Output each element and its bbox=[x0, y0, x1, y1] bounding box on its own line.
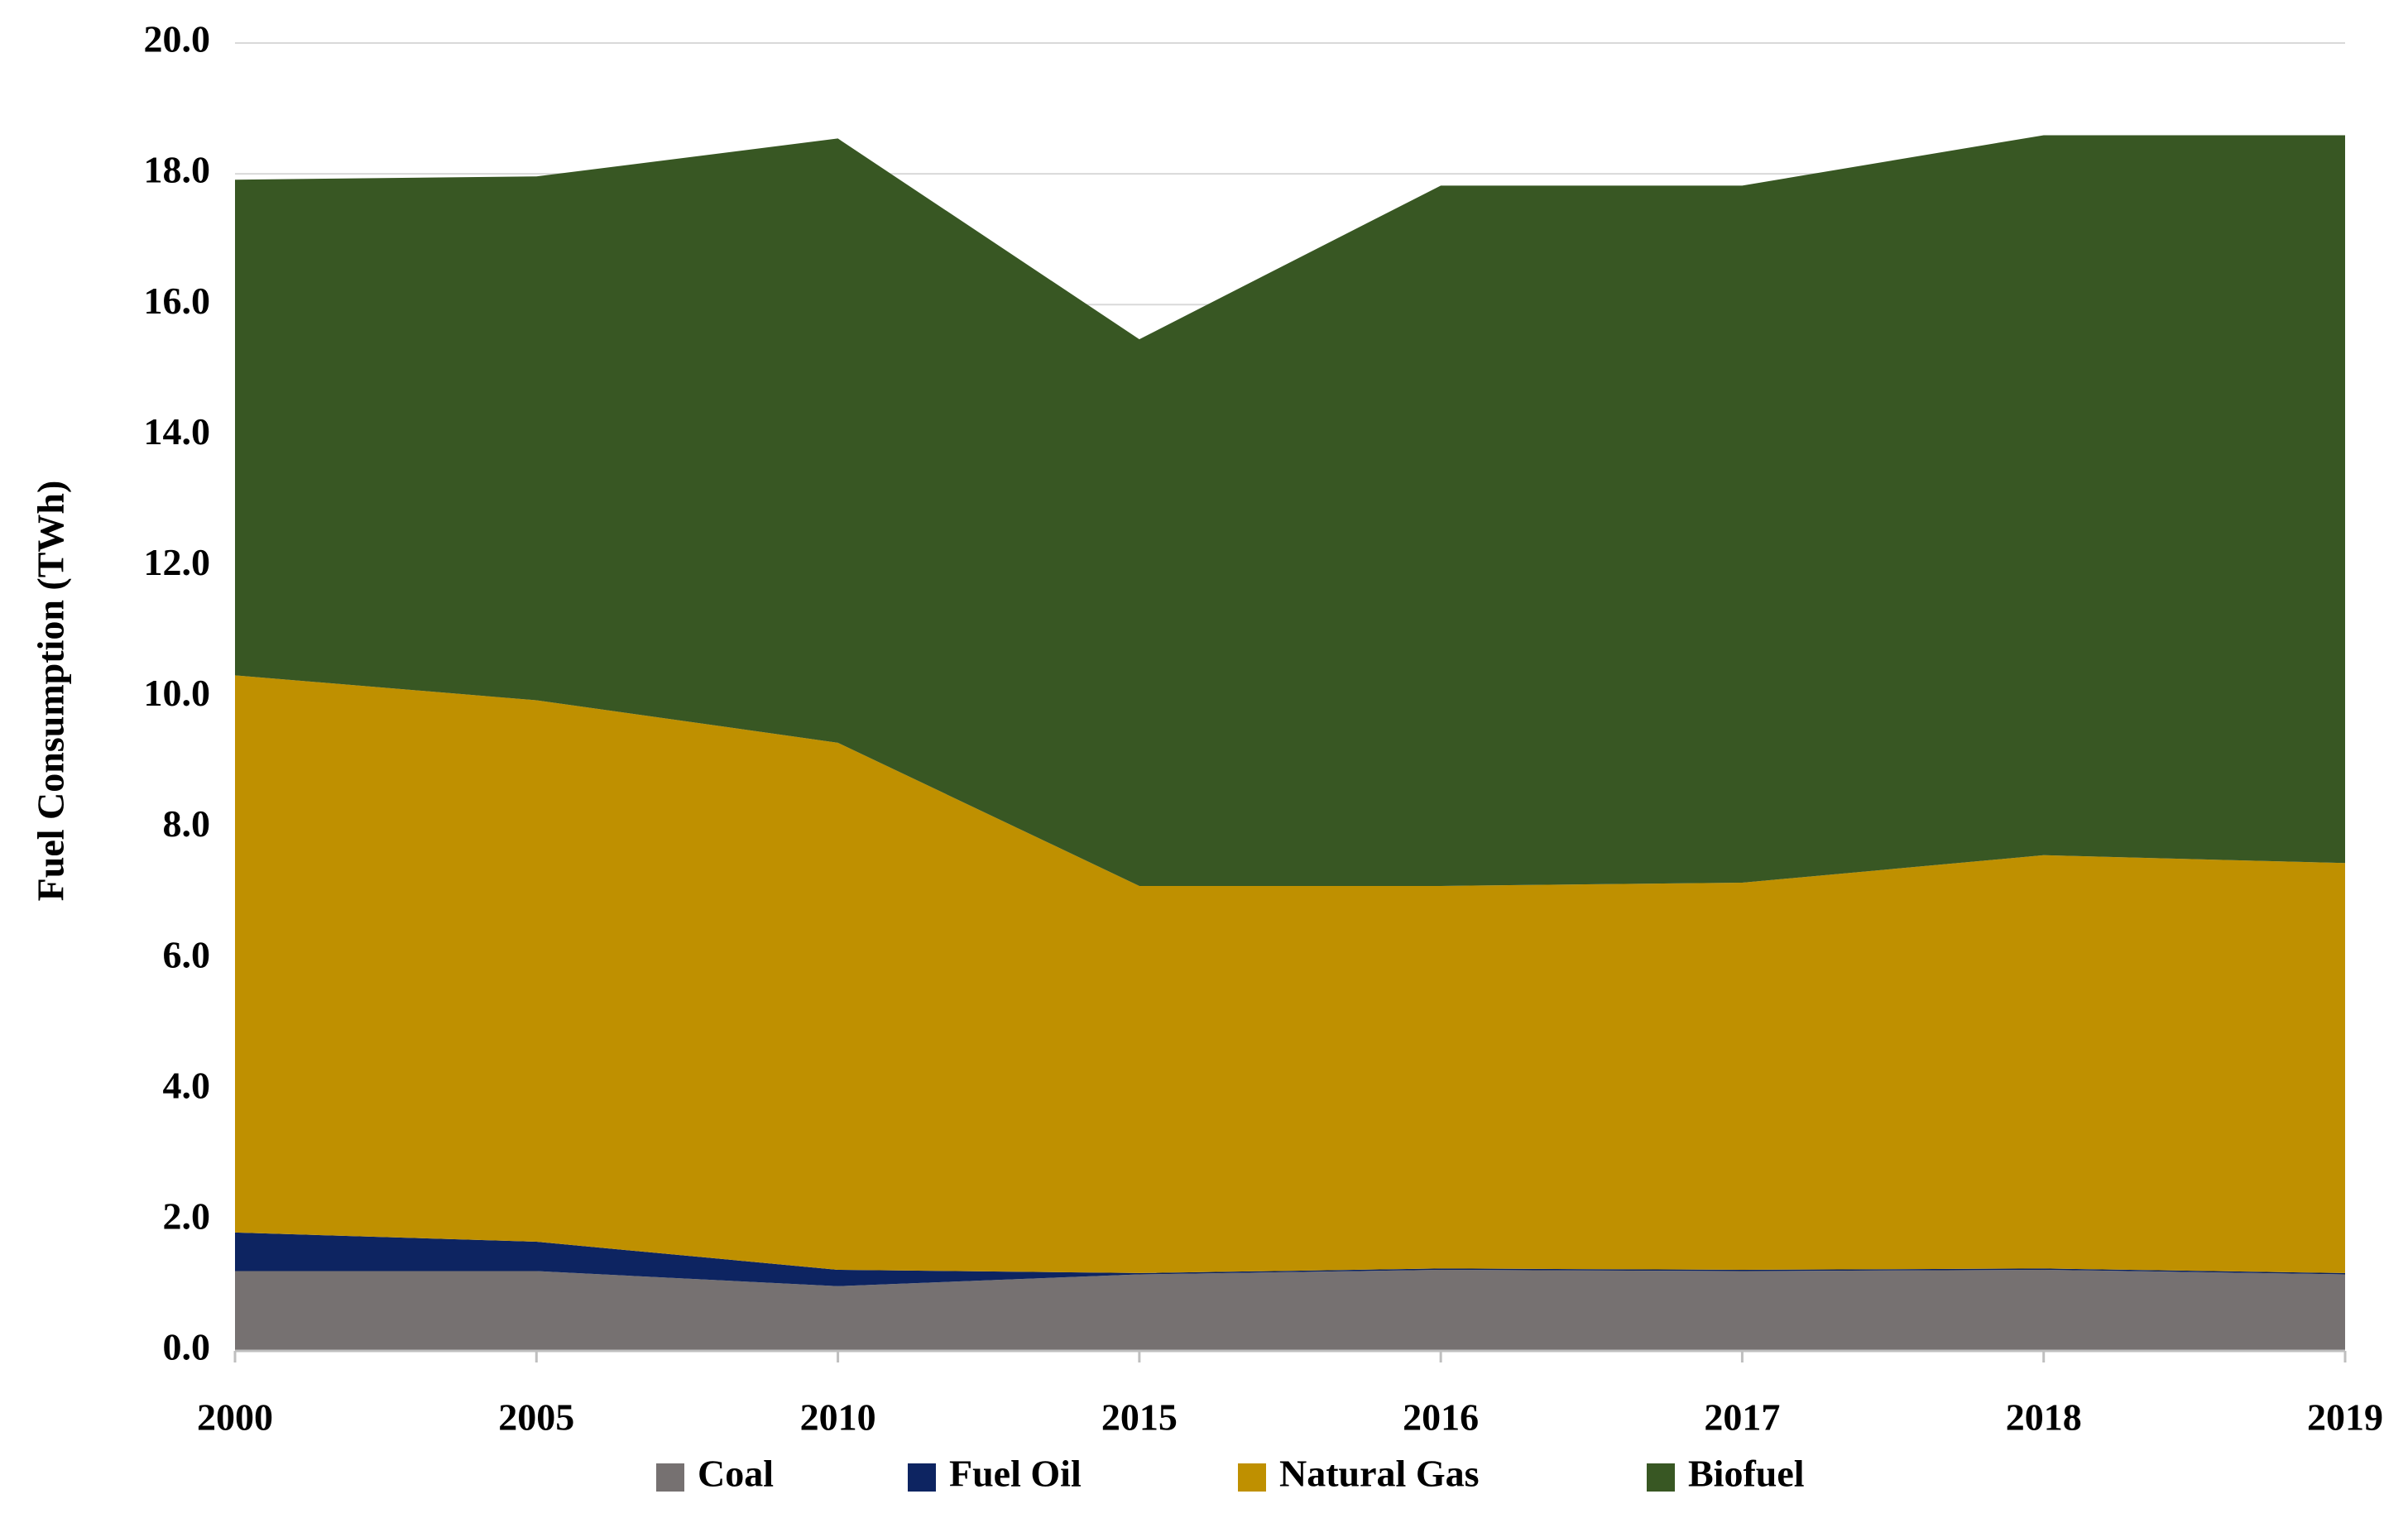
x-tick-label: 2005 bbox=[498, 1396, 574, 1439]
y-tick-label: 4.0 bbox=[163, 1064, 211, 1106]
area bbox=[235, 675, 2345, 1273]
x-tick-label: 2017 bbox=[1704, 1396, 1780, 1439]
y-tick-label: 12.0 bbox=[144, 541, 211, 583]
area bbox=[235, 135, 2345, 886]
legend-swatch bbox=[908, 1463, 936, 1492]
y-tick-label: 16.0 bbox=[144, 280, 211, 322]
y-tick-label: 14.0 bbox=[144, 410, 211, 453]
x-tick-label: 2019 bbox=[2307, 1396, 2383, 1439]
legend-swatch bbox=[1238, 1463, 1266, 1492]
legend-label: Biofuel bbox=[1688, 1453, 1805, 1495]
legend-swatch bbox=[1647, 1463, 1675, 1492]
x-tick-label: 2000 bbox=[197, 1396, 273, 1439]
y-tick-label: 20.0 bbox=[144, 18, 211, 60]
y-tick-label: 18.0 bbox=[144, 149, 211, 191]
y-tick-label: 10.0 bbox=[144, 672, 211, 714]
x-tick-label: 2010 bbox=[800, 1396, 876, 1439]
area bbox=[235, 1269, 2345, 1351]
y-tick-label: 2.0 bbox=[163, 1195, 211, 1237]
x-tick-label: 2018 bbox=[2006, 1396, 2082, 1439]
legend-label: Natural Gas bbox=[1279, 1453, 1480, 1495]
areas bbox=[235, 135, 2345, 1351]
x-tick-label: 2016 bbox=[1403, 1396, 1479, 1439]
legend-label: Coal bbox=[698, 1453, 774, 1495]
y-tick-label: 0.0 bbox=[163, 1326, 211, 1368]
legend: Coal Fuel Oil Natural Gas Biofuel bbox=[656, 1453, 1805, 1495]
legend-swatch bbox=[656, 1463, 684, 1492]
legend-label: Fuel Oil bbox=[949, 1453, 1082, 1495]
y-axis-title: Fuel Consumption (TWh) bbox=[30, 481, 72, 902]
y-tick-label: 8.0 bbox=[163, 802, 211, 845]
y-tick-label: 6.0 bbox=[163, 933, 211, 975]
x-tick-label: 2015 bbox=[1101, 1396, 1178, 1439]
area bbox=[235, 1232, 2345, 1286]
axes: 0.0 2.0 4.0 6.0 8.0 10.0 12.0 14.0 16.0 18.0 20.0 2… bbox=[144, 18, 2384, 1439]
